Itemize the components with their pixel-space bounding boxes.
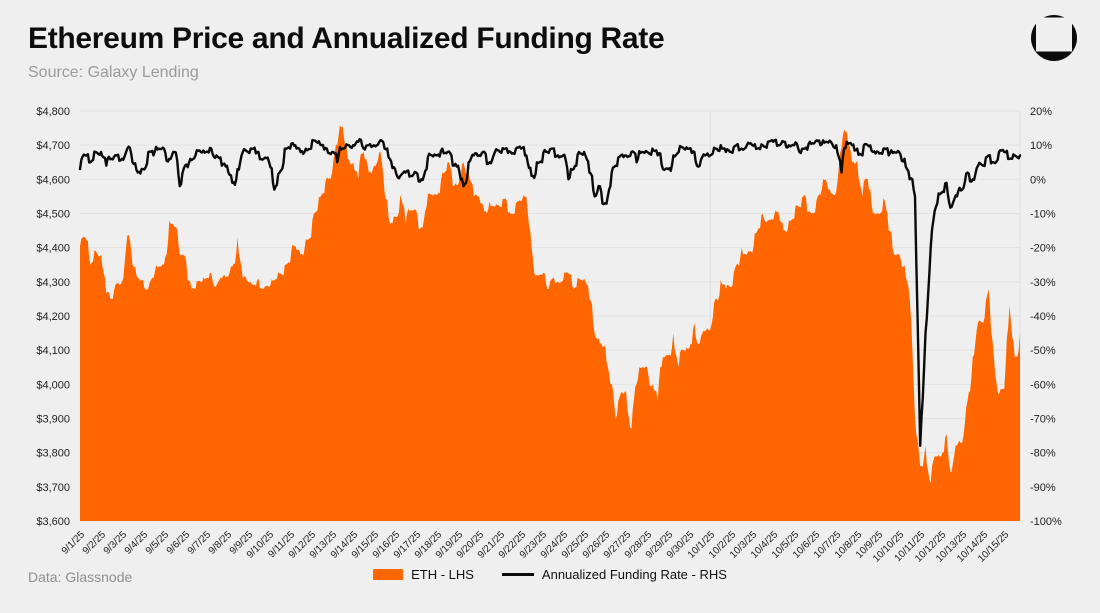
svg-text:$4,400: $4,400 bbox=[36, 243, 70, 255]
funding-line-swatch-icon bbox=[501, 573, 534, 576]
svg-text:$4,600: $4,600 bbox=[36, 174, 70, 186]
svg-text:-30%: -30% bbox=[1030, 277, 1056, 289]
legend-item-funding-rate: Annualized Funding Rate - RHS bbox=[501, 567, 727, 582]
y-axis-left-labels: $4,800 $4,700 $4,600 $4,500 $4,400 $4,300 $4,2… bbox=[36, 106, 70, 528]
galaxy-logo-icon bbox=[1031, 15, 1077, 61]
svg-text:$4,200: $4,200 bbox=[36, 311, 70, 323]
legend-item-eth: ETH - LHS bbox=[373, 567, 474, 582]
source-label: Source: Galaxy Lending bbox=[28, 64, 199, 81]
svg-text:-50%: -50% bbox=[1030, 345, 1056, 357]
eth-area-series bbox=[80, 125, 1020, 521]
svg-text:$4,300: $4,300 bbox=[36, 277, 70, 289]
data-source-label: Data: Glassnode bbox=[28, 569, 133, 585]
svg-text:$3,800: $3,800 bbox=[36, 448, 70, 460]
x-axis-labels: 9/1/259/2/259/3/259/4/259/5/259/6/259/7/… bbox=[60, 529, 1012, 565]
svg-text:$4,100: $4,100 bbox=[36, 345, 70, 357]
legend-label-funding-rate: Annualized Funding Rate - RHS bbox=[541, 567, 727, 582]
svg-text:-40%: -40% bbox=[1030, 311, 1056, 323]
svg-text:$3,600: $3,600 bbox=[36, 516, 70, 528]
svg-text:-20%: -20% bbox=[1030, 243, 1056, 255]
svg-text:$4,800: $4,800 bbox=[36, 106, 70, 118]
svg-text:-90%: -90% bbox=[1030, 482, 1056, 494]
svg-text:$4,500: $4,500 bbox=[36, 209, 70, 221]
svg-text:-60%: -60% bbox=[1030, 379, 1056, 391]
legend-label-eth: ETH - LHS bbox=[411, 567, 474, 582]
svg-text:0%: 0% bbox=[1030, 174, 1046, 186]
page-title: Ethereum Price and Annualized Funding Ra… bbox=[28, 22, 665, 55]
svg-text:-70%: -70% bbox=[1030, 414, 1056, 426]
svg-text:20%: 20% bbox=[1030, 106, 1052, 118]
svg-text:-10%: -10% bbox=[1030, 209, 1056, 221]
funding-rate-line-series bbox=[78, 137, 1022, 447]
svg-text:$4,000: $4,000 bbox=[36, 379, 70, 391]
svg-text:$3,700: $3,700 bbox=[36, 482, 70, 494]
legend: ETH - LHS Annualized Funding Rate - RHS bbox=[0, 567, 1100, 582]
svg-text:$3,900: $3,900 bbox=[36, 414, 70, 426]
eth-area-swatch-icon bbox=[373, 569, 404, 580]
y-axis-right-labels: 20% 10% 0% -10% -20% -30% -40% -50% -60% -70% -80%… bbox=[1030, 106, 1062, 528]
svg-text:10%: 10% bbox=[1030, 140, 1052, 152]
svg-text:$4,700: $4,700 bbox=[36, 140, 70, 152]
svg-text:-100%: -100% bbox=[1030, 516, 1062, 528]
svg-text:-80%: -80% bbox=[1030, 448, 1056, 460]
